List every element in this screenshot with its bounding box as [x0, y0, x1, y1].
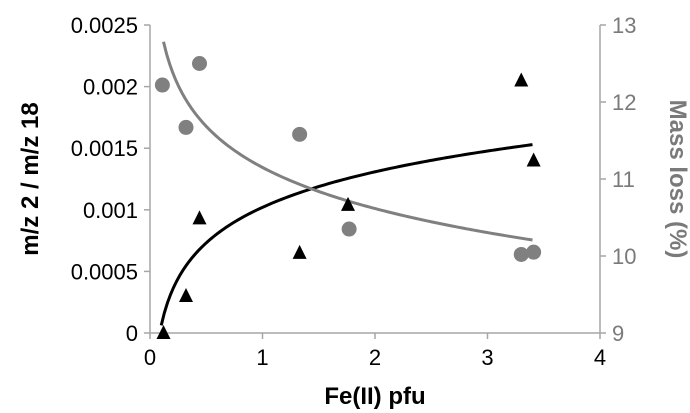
circle-marker — [292, 126, 308, 142]
y-axis-right-label: Mass loss (%) — [664, 100, 690, 259]
y-left-tick-label: 0.0005 — [71, 259, 138, 284]
x-tick-label: 4 — [594, 345, 606, 370]
y-right-tick-label: 13 — [612, 13, 636, 38]
y-right-tick-label: 11 — [612, 167, 635, 192]
circle-marker — [192, 56, 207, 71]
x-tick-label: 2 — [369, 345, 381, 370]
x-tick-label: 3 — [481, 345, 493, 370]
y-left-tick-label: 0.0025 — [71, 13, 138, 38]
y-right-tick-label: 10 — [612, 244, 636, 269]
circle-marker — [341, 221, 357, 237]
circle-marker — [154, 77, 170, 93]
y-left-tick-label: 0.002 — [83, 75, 138, 100]
y-right-tick-label: 9 — [612, 321, 624, 346]
triangle-marker — [179, 288, 193, 303]
y-left-tick-label: 0.001 — [83, 198, 138, 223]
x-tick-label: 1 — [256, 345, 268, 370]
y-left-tick-label: 0 — [126, 321, 138, 346]
triangle-marker — [292, 244, 307, 259]
circle-marker — [178, 119, 194, 135]
circle-marker — [526, 244, 542, 260]
y-axis-left-label: m/z 2 / m/z 18 — [17, 102, 44, 255]
triangle-marker — [192, 210, 207, 225]
triangle-marker — [156, 325, 171, 339]
trendlines — [159, 41, 533, 326]
y-left-tick-label: 0.0015 — [71, 136, 138, 161]
axes — [149, 25, 601, 334]
y-right-tick-label: 12 — [612, 90, 636, 115]
x-tick-label: 0 — [144, 345, 156, 370]
triangle-marker — [341, 196, 355, 211]
data-markers — [154, 56, 542, 339]
x-axis-label: Fe(II) pfu — [324, 383, 425, 410]
triangle-marker — [526, 152, 541, 167]
circle-marker — [513, 246, 529, 262]
triangle-marker — [514, 72, 529, 87]
trendline-left-series — [159, 143, 533, 326]
